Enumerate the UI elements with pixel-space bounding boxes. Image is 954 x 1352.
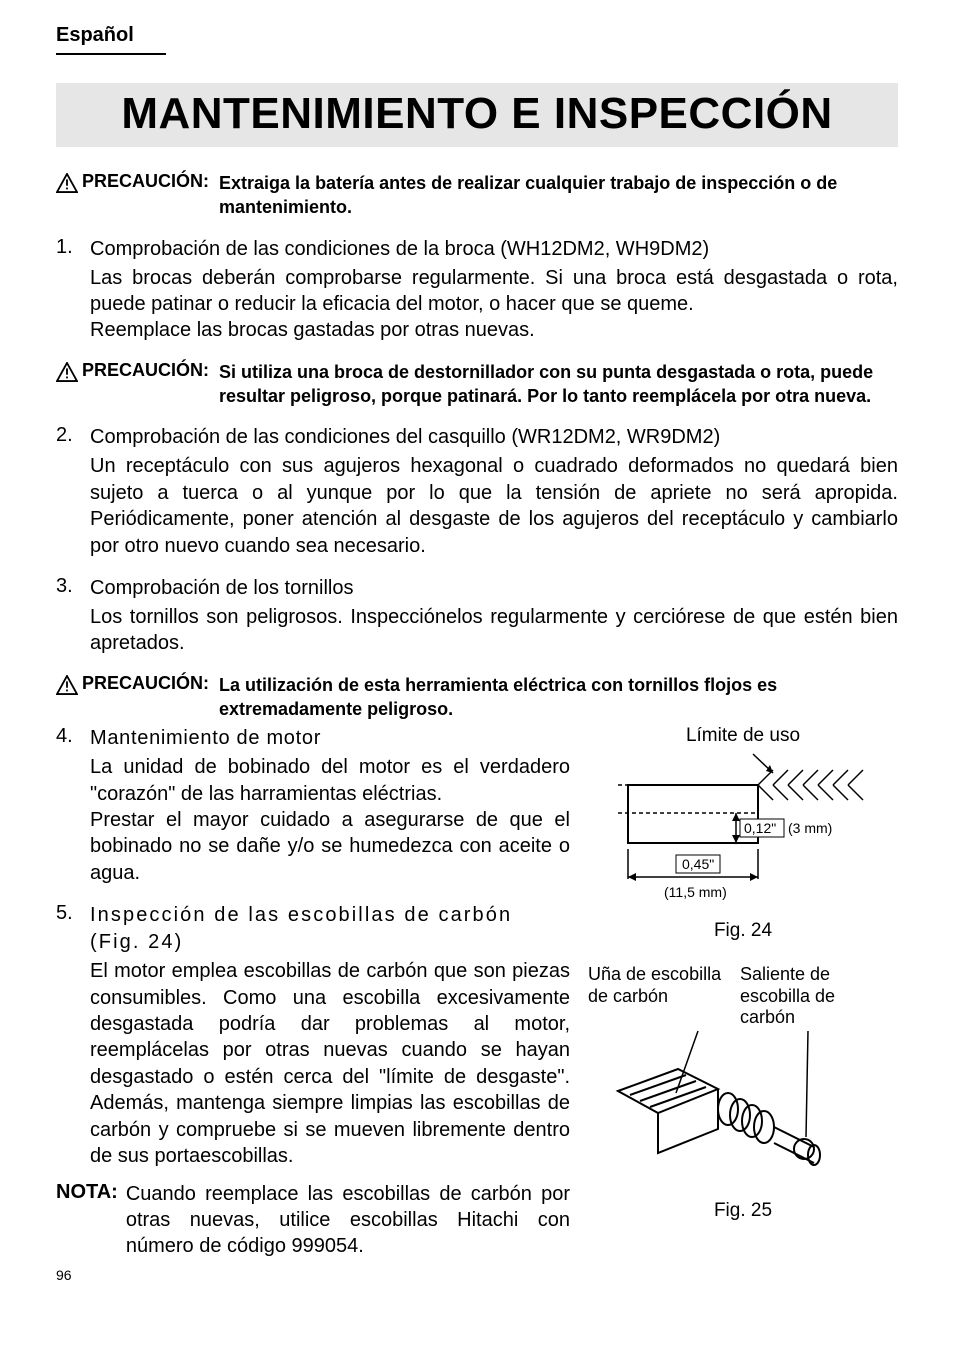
item-heading: Comprobación de las condiciones de la br… (90, 236, 898, 263)
note-text: Cuando reemplace las escobillas de carbó… (126, 1181, 570, 1259)
fig25-label-right: Saliente de escobilla de carbón (740, 964, 860, 1029)
page-number: 96 (56, 1267, 898, 1283)
page-title: MANTENIMIENTO E INSPECCIÓN (66, 89, 888, 139)
list-number: 4. (56, 725, 90, 886)
list-item-5: 5. Inspección de las escobillas de carbó… (56, 902, 570, 1169)
list-number: 2. (56, 424, 90, 559)
note-label: NOTA: (56, 1181, 118, 1259)
fig25-label-left: Uña de escobilla de carbón (588, 964, 728, 1029)
language-label: Español (56, 24, 134, 46)
fig24-caption: Fig. 24 (588, 920, 898, 942)
caution-3: PRECAUCIÓN: La utilización de esta herra… (56, 673, 898, 722)
fig24-top-label: Límite de uso (588, 725, 898, 747)
caution-label: PRECAUCIÓN: (82, 171, 209, 192)
list-number: 1. (56, 236, 90, 344)
item-heading: Inspección de las escobillas de carbón (… (90, 902, 570, 956)
caution-text: La utilización de esta herramienta eléct… (219, 675, 777, 719)
title-bar: MANTENIMIENTO E INSPECCIÓN (56, 83, 898, 147)
warning-icon (56, 173, 78, 193)
item-paragraph: La unidad de bobinado del motor es el ve… (90, 754, 570, 886)
warning-icon (56, 362, 78, 382)
list-item-3: 3. Comprobación de los tornillos Los tor… (56, 575, 898, 657)
item-paragraph: Las brocas deberán comprobarse regularme… (90, 265, 898, 344)
figure-24: Límite de uso (588, 725, 898, 942)
item-paragraph: Un receptáculo con sus agujeros hexagona… (90, 453, 898, 559)
list-item-1: 1. Comprobación de las condiciones de la… (56, 236, 898, 344)
dim2: 0,45" (682, 856, 714, 872)
fig24-svg: 0,12" (3 mm) 0,45" (11,5 mm) (588, 749, 888, 909)
note: NOTA: Cuando reemplace las escobillas de… (56, 1181, 570, 1259)
list-number: 5. (56, 902, 90, 1169)
caution-1: PRECAUCIÓN: Extraiga la batería antes de… (56, 171, 898, 220)
list-item-4: 4. Mantenimiento de motor La unidad de b… (56, 725, 570, 886)
item-paragraph: Los tornillos son peligrosos. Inspección… (90, 604, 898, 657)
item-heading: Comprobación de las condiciones del casq… (90, 424, 898, 451)
dim2mm: (11,5 mm) (664, 884, 727, 900)
caution-label: PRECAUCIÓN: (82, 360, 209, 381)
fig25-caption: Fig. 25 (588, 1200, 898, 1222)
caution-text: Extraiga la batería antes de realizar cu… (219, 173, 837, 217)
caution-label: PRECAUCIÓN: (82, 673, 209, 694)
caution-2: PRECAUCIÓN: Si utiliza una broca de dest… (56, 360, 898, 409)
item-heading: Mantenimiento de motor (90, 725, 570, 752)
warning-icon (56, 675, 78, 695)
dim1: 0,12" (744, 820, 776, 836)
list-item-2: 2. Comprobación de las condiciones del c… (56, 424, 898, 559)
figure-25: Uña de escobilla de carbón Saliente de e… (588, 964, 898, 1222)
item-heading: Comprobación de los tornillos (90, 575, 898, 602)
caution-text: Si utiliza una broca de destornillador c… (219, 362, 873, 406)
dim1mm: (3 mm) (788, 820, 832, 836)
item-paragraph: El motor emplea escobillas de carbón que… (90, 958, 570, 1169)
list-number: 3. (56, 575, 90, 657)
fig25-svg (588, 1029, 888, 1189)
